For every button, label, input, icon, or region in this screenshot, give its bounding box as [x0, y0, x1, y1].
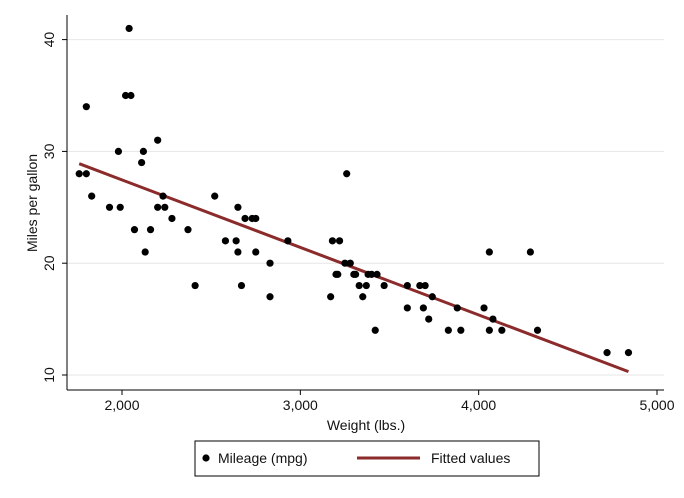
y-tick-label-20: 20 — [41, 255, 57, 271]
data-point — [403, 304, 411, 312]
data-point — [114, 147, 123, 155]
data-point — [241, 214, 249, 223]
data-point — [191, 281, 199, 290]
x-tick-label-2000: 2,000 — [104, 397, 139, 413]
data-point — [232, 237, 240, 245]
x-tick-label-5000: 5,000 — [639, 397, 674, 413]
data-point — [603, 349, 611, 357]
data-point — [485, 326, 493, 334]
data-point — [489, 315, 497, 323]
data-point — [234, 203, 242, 211]
fitted-line-layer — [78, 162, 629, 374]
data-point — [453, 304, 461, 312]
x-axis-title: Weight (lbs.) — [327, 417, 405, 433]
data-point — [421, 281, 429, 290]
data-point — [284, 237, 292, 245]
data-point — [121, 91, 130, 100]
data-point — [237, 281, 246, 290]
data-point — [368, 270, 376, 278]
data-point — [234, 248, 242, 256]
data-point — [533, 326, 542, 334]
legend-marker-mileage — [202, 454, 210, 462]
axes: 10 20 30 40 2,000 3,000 4,000 5,000 — [41, 15, 675, 413]
data-point — [380, 281, 388, 290]
data-point — [154, 203, 162, 211]
legend-label-fitted: Fitted values — [431, 450, 510, 466]
data-point — [346, 259, 354, 267]
legend-label-mileage: Mileage (mpg) — [218, 450, 307, 466]
data-point — [341, 259, 349, 267]
data-point — [266, 293, 274, 301]
y-tick-label-10: 10 — [41, 367, 57, 383]
data-point — [526, 248, 534, 256]
y-axis-title: Miles per gallon — [24, 154, 40, 252]
data-point — [252, 214, 260, 223]
data-point — [362, 281, 370, 290]
data-point — [373, 270, 381, 278]
data-point — [403, 281, 411, 290]
data-point — [359, 293, 367, 301]
grid-lines — [67, 39, 664, 376]
data-point — [334, 270, 342, 278]
data-point — [335, 237, 344, 245]
data-point — [327, 293, 335, 301]
fitted-line — [78, 162, 629, 374]
data-point — [428, 293, 436, 301]
data-point — [457, 326, 465, 334]
data-point — [221, 237, 230, 245]
data-point — [343, 170, 351, 178]
data-point — [154, 136, 162, 144]
data-point — [485, 248, 493, 256]
data-point — [82, 170, 90, 178]
data-point — [105, 203, 114, 211]
legend: Mileage (mpg) Fitted values — [194, 440, 540, 477]
y-tick-label-40: 40 — [41, 32, 57, 48]
data-point — [130, 226, 139, 234]
x-tick-label-4000: 4,000 — [461, 397, 496, 413]
data-point — [419, 304, 427, 312]
data-point — [328, 237, 337, 245]
data-point — [624, 349, 633, 357]
data-point — [498, 326, 506, 334]
data-point — [139, 147, 147, 155]
data-point — [159, 192, 167, 200]
data-point — [444, 326, 452, 334]
data-point — [127, 91, 135, 100]
data-point — [88, 192, 96, 200]
data-point — [352, 270, 360, 278]
data-point — [371, 326, 379, 334]
data-point — [125, 24, 133, 33]
data-point — [146, 226, 155, 234]
data-point — [355, 281, 363, 290]
data-point — [116, 203, 124, 211]
plot-background — [67, 15, 664, 390]
data-point — [138, 158, 146, 167]
data-point — [161, 203, 169, 211]
data-point — [82, 103, 90, 111]
data-point — [252, 248, 260, 256]
x-tick-label-3000: 3,000 — [283, 397, 318, 413]
data-point — [425, 315, 433, 323]
data-point — [480, 304, 488, 312]
data-point — [75, 170, 83, 178]
data-point — [184, 226, 192, 234]
data-point — [266, 259, 274, 267]
y-tick-label-30: 30 — [41, 143, 57, 159]
data-point — [141, 248, 149, 256]
data-point — [168, 214, 176, 223]
data-point — [416, 281, 424, 290]
data-point — [211, 192, 219, 200]
data-points — [75, 24, 633, 357]
